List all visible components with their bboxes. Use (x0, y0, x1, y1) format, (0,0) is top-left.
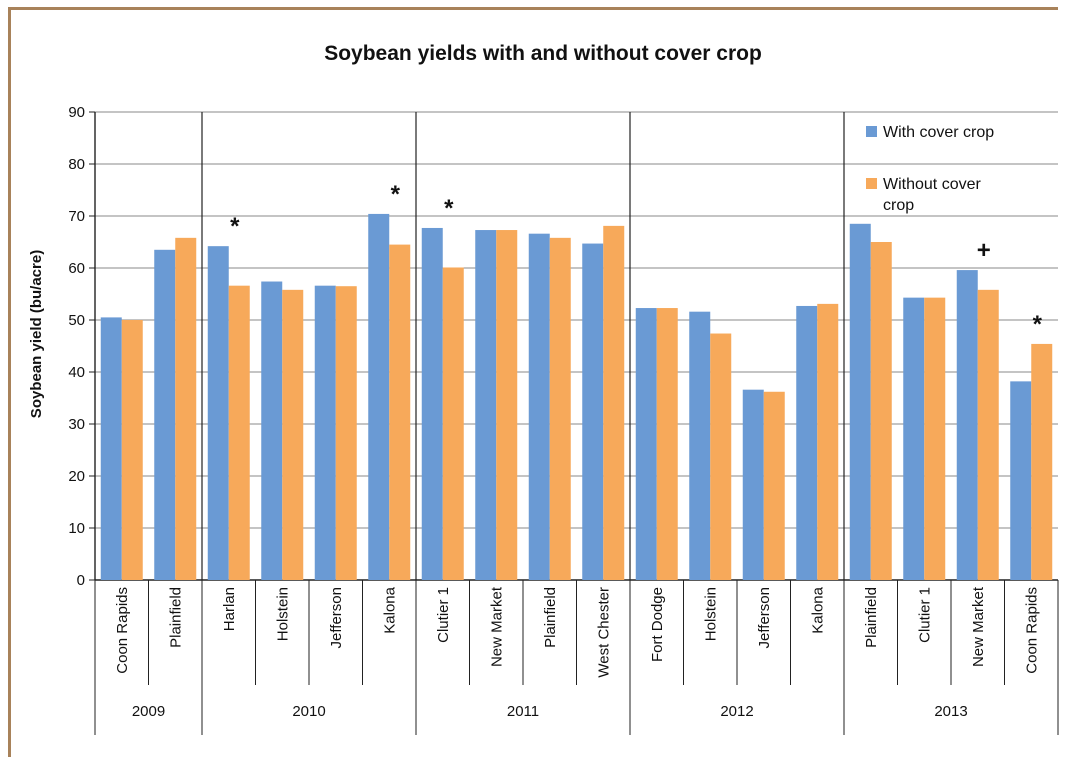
legend-swatch-with (866, 126, 877, 137)
bar-without-cover-crop (389, 244, 411, 580)
significance-marker: * (230, 213, 240, 240)
significance-marker: * (1033, 311, 1043, 338)
legend-swatch-without (866, 178, 877, 189)
category-label: Coon Rapids (114, 587, 131, 674)
x-axis: Coon Rapids Plainfield Harlan Holstein Jeffe… (94, 580, 1059, 735)
category-label: Harlan (221, 587, 238, 631)
bar-with-cover-crop (582, 243, 604, 580)
category-label: Clutier 1 (916, 587, 933, 643)
y-tick-label: 80 (68, 156, 85, 173)
category-label: Jefferson (328, 587, 345, 648)
category-label: Kalona (809, 586, 826, 633)
bar-without-cover-crop (603, 225, 625, 580)
bar-without-cover-crop (121, 320, 143, 580)
y-tick-label: 30 (68, 416, 85, 433)
category-label: New Market (970, 586, 987, 667)
category-label: Holstein (274, 587, 291, 641)
category-label: Plainfield (167, 587, 184, 648)
significance-marker: * (444, 195, 454, 222)
category-label: West Chester (595, 587, 612, 678)
y-tick-label: 90 (68, 104, 85, 121)
bar-without-cover-crop (870, 242, 892, 580)
category-label: Coon Rapids (1023, 587, 1040, 674)
category-label: New Market (488, 586, 505, 667)
bar-with-cover-crop (796, 305, 818, 580)
category-label: Kalona (381, 586, 398, 633)
chart-frame (8, 7, 1058, 757)
bar-with-cover-crop (368, 213, 390, 581)
bar-without-cover-crop (1031, 343, 1053, 580)
significance-marker: + (977, 237, 991, 264)
year-label: 2010 (292, 703, 325, 720)
chart-title: Soybean yields with and without cover cr… (324, 42, 762, 65)
legend-label-without: Without cover crop (883, 176, 981, 214)
y-axis-label: Soybean yield (bu/acre) (28, 250, 45, 418)
bar-without-cover-crop (656, 308, 678, 580)
category-label: Clutier 1 (435, 587, 452, 643)
category-label: Plainfield (863, 587, 880, 648)
y-tick-label: 40 (68, 364, 85, 381)
bar-without-cover-crop (228, 285, 250, 580)
category-label: Fort Dodge (649, 587, 666, 662)
bar-without-cover-crop (549, 237, 571, 580)
bar-with-cover-crop (903, 297, 925, 580)
bar-with-cover-crop (1010, 381, 1032, 580)
legend-label-with: With cover crop (883, 124, 994, 141)
significance-markers: * * * + * (230, 181, 1043, 338)
bar-with-cover-crop (421, 227, 443, 580)
year-label: 2012 (720, 703, 753, 720)
bar-without-cover-crop (977, 289, 999, 580)
bar-with-cover-crop (475, 230, 497, 581)
bar-with-cover-crop (100, 317, 122, 580)
bar-without-cover-crop (335, 286, 357, 580)
bar-without-cover-crop (442, 267, 464, 580)
year-label: 2009 (132, 703, 165, 720)
bar-without-cover-crop (710, 333, 732, 580)
y-tick-label: 10 (68, 520, 85, 537)
y-tick-label: 0 (77, 572, 85, 589)
bar-with-cover-crop (261, 281, 283, 580)
bars (100, 213, 1053, 581)
category-label: Jefferson (756, 587, 773, 648)
bar-with-cover-crop (849, 223, 871, 581)
bar-without-cover-crop (817, 303, 839, 580)
bar-without-cover-crop (763, 391, 785, 580)
year-separators (201, 112, 845, 580)
bar-with-cover-crop (635, 308, 657, 580)
y-tick-label: 60 (68, 260, 85, 277)
bar-with-cover-crop (956, 270, 978, 580)
bar-with-cover-crop (207, 246, 229, 580)
bar-without-cover-crop (924, 297, 946, 580)
bar-without-cover-crop (496, 230, 518, 581)
bar-with-cover-crop (689, 311, 711, 580)
significance-marker: * (391, 181, 401, 208)
y-tick-label: 50 (68, 312, 85, 329)
bar-with-cover-crop (154, 249, 176, 581)
bar-with-cover-crop (314, 285, 336, 580)
bar-with-cover-crop (528, 233, 550, 580)
bar-without-cover-crop (175, 237, 197, 580)
y-axis-ticks: 0 10 20 30 40 50 60 70 80 90 (68, 104, 96, 589)
bar-without-cover-crop (282, 289, 304, 580)
y-tick-label: 70 (68, 208, 85, 225)
category-label: Holstein (702, 587, 719, 641)
year-label: 2013 (934, 703, 967, 720)
year-label: 2011 (507, 703, 539, 720)
legend: With cover crop Without cover crop (866, 124, 994, 214)
bar-with-cover-crop (742, 389, 764, 580)
category-label: Plainfield (542, 587, 559, 648)
y-tick-label: 20 (68, 468, 85, 485)
